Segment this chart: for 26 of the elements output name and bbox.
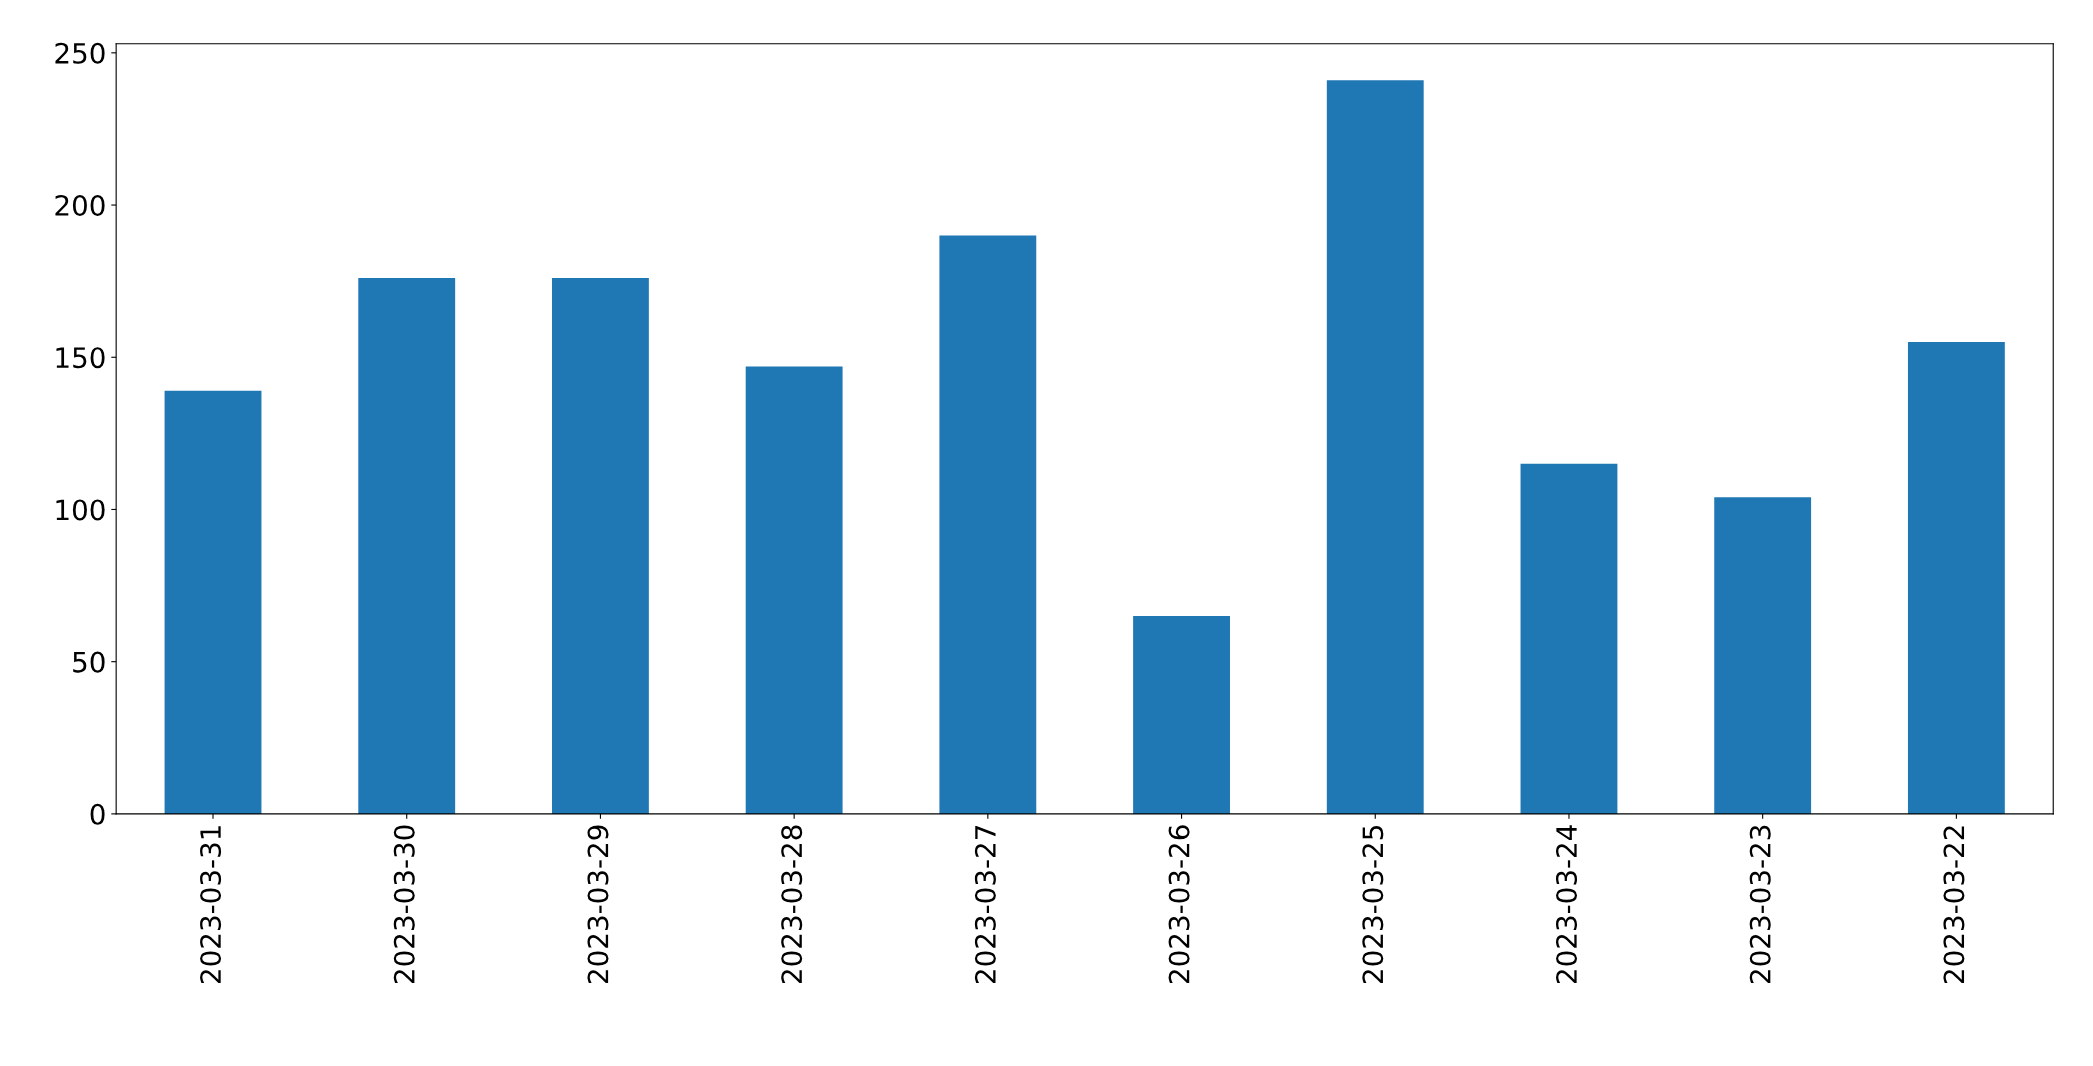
x-tick-label: 2023-03-22 [1943,826,1965,984]
bar [745,366,843,814]
bar [1907,342,2005,814]
bar [358,278,456,814]
y-tick-label: 150 [56,347,105,369]
bar [1714,497,1812,814]
x-tick-label: 2023-03-26 [1168,825,1190,984]
y-tick-label: 200 [55,194,105,216]
x-tick-label: 2023-03-30 [393,825,415,984]
bar [1133,616,1230,814]
x-tick-label: 2023-03-28 [781,825,803,984]
x-tick-label: 2023-03-25 [1362,826,1384,984]
bar [1326,80,1424,814]
bar [939,235,1037,814]
x-tick-label: 2023-03-24 [1556,825,1578,984]
bar [552,278,649,814]
x-tick-label: 2023-03-27 [974,825,996,984]
x-tick-label: 2023-03-31 [200,826,222,984]
y-tick-label: 0 [90,803,105,825]
y-tick-label: 50 [73,651,105,673]
y-tick-label: 100 [56,499,105,521]
y-tick-label: 250 [55,42,105,64]
x-tick-label: 2023-03-29 [587,825,609,984]
bar [1520,463,1618,814]
x-tick-label: 2023-03-23 [1749,825,1771,984]
bar [164,390,262,814]
